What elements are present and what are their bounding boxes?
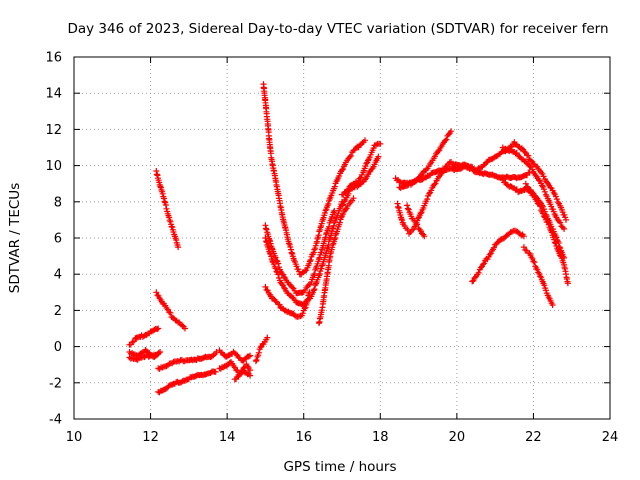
scatter-markers [316, 195, 357, 327]
scatter-markers [511, 139, 569, 223]
x-tick-label: 20 [449, 430, 466, 445]
y-tick-label: 2 [54, 304, 62, 319]
scatter-markers [126, 350, 162, 363]
y-tick-label: -4 [49, 413, 62, 428]
series-arc-10 [231, 367, 254, 383]
scatter-markers [499, 144, 568, 232]
scatter-markers [153, 168, 182, 251]
y-tick-label: 14 [45, 87, 62, 102]
series-arc-22 [404, 202, 428, 240]
data-points [126, 81, 571, 396]
series-arc-16 [262, 283, 313, 320]
series-arc-12 [260, 81, 303, 278]
scatter-markers [469, 227, 527, 285]
y-axis-label: SDTVAR / TECUs [7, 183, 23, 293]
x-tick-label: 18 [372, 430, 389, 445]
series-arc-07 [155, 368, 219, 396]
series-arc-30 [469, 227, 527, 285]
series-arc-29 [522, 180, 571, 287]
scatter-markers [216, 347, 254, 364]
series-arc-05 [126, 350, 162, 363]
series-arc-06 [155, 349, 220, 372]
series-arc-14 [262, 207, 338, 297]
scatter-markers [339, 140, 384, 198]
scatter-markers [126, 325, 162, 348]
x-tick-label: 10 [66, 430, 83, 445]
series-arc-03 [126, 325, 162, 348]
y-tick-label: 10 [45, 159, 62, 174]
y-tick-label: 12 [45, 123, 62, 138]
scatter-markers [339, 153, 382, 209]
series-arc-18 [339, 140, 384, 198]
series-arc-01 [153, 168, 182, 251]
scatter-markers [155, 368, 219, 396]
series-arc-19 [339, 153, 382, 209]
scatter-markers [260, 81, 303, 278]
scatter-markers [153, 289, 188, 332]
series-arc-02 [153, 289, 188, 332]
x-tick-label: 24 [602, 430, 619, 445]
grid-lines [74, 57, 610, 419]
series-arc-27 [499, 144, 568, 232]
x-tick-label: 14 [219, 430, 236, 445]
y-tick-label: 16 [45, 51, 62, 66]
y-tick-label: 8 [54, 195, 62, 210]
scatter-markers [252, 334, 271, 365]
series-arc-23 [396, 163, 458, 191]
y-tick-label: -2 [49, 376, 62, 391]
series-arc-11 [252, 334, 271, 365]
scatter-markers [404, 202, 428, 240]
chart-title: Day 346 of 2023, Sidereal Day-to-day VTE… [67, 21, 608, 37]
scatter-markers [155, 349, 220, 372]
scatter-markers [262, 283, 313, 320]
x-tick-label: 16 [295, 430, 312, 445]
series-arc-31 [520, 244, 556, 308]
x-axis-label: GPS time / hours [283, 459, 396, 475]
y-tick-label: 4 [54, 268, 62, 283]
series-arc-13 [296, 137, 368, 278]
scatter-markers [296, 137, 368, 278]
y-tick-label: 6 [54, 232, 62, 247]
series-arc-08 [216, 347, 254, 364]
series-arc-26 [511, 139, 569, 223]
scatter-markers [231, 367, 254, 383]
x-tick-label: 22 [525, 430, 542, 445]
scatter-markers [262, 207, 338, 297]
series-arc-17 [316, 195, 357, 327]
scatter-markers [522, 180, 571, 287]
x-tick-label: 12 [142, 430, 159, 445]
scatter-markers [396, 163, 458, 191]
y-tick-label: 0 [54, 340, 62, 355]
scatter-markers [520, 244, 556, 308]
